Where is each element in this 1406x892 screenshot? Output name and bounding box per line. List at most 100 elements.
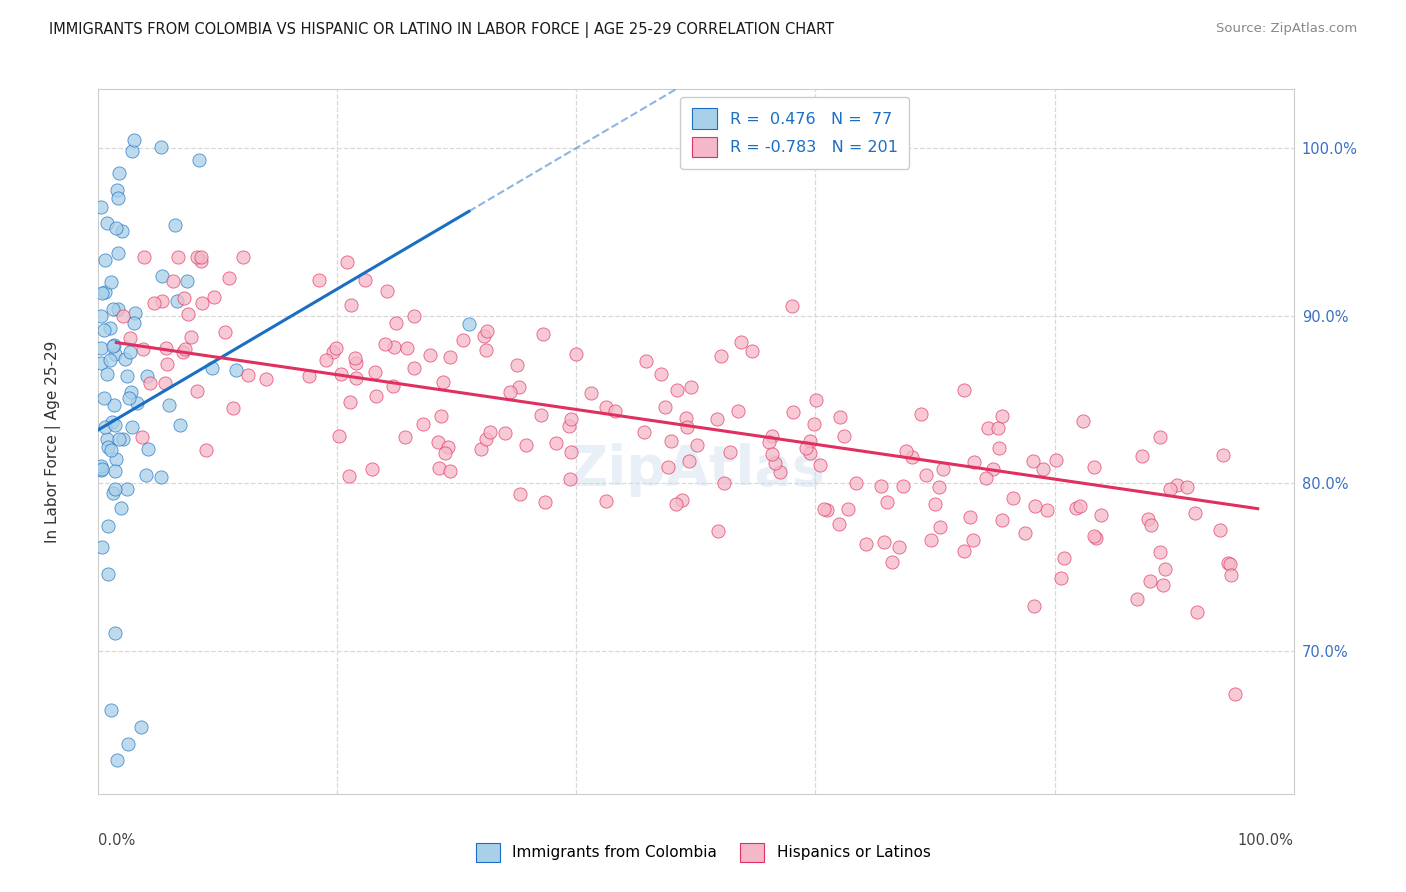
Point [155,376,177,390]
Point [509,487,531,501]
Point [329,367,352,381]
Point [928,519,950,533]
Point [394,430,416,444]
Point [844,475,866,490]
Point [122,132,145,146]
Point [813,501,835,516]
Point [354,273,377,287]
Point [1085,531,1108,545]
Point [478,425,501,439]
Point [167,250,190,264]
Point [328,428,350,442]
Point [381,379,404,393]
Point [560,445,582,459]
Point [988,442,1011,456]
Text: ZipAtlas: ZipAtlas [567,442,825,497]
Point [412,417,434,431]
Point [110,501,132,516]
Point [169,417,191,432]
Point [111,309,134,323]
Point [953,383,976,397]
Point [395,341,418,355]
Point [796,441,818,455]
Point [202,289,225,303]
Point [91,540,114,554]
Point [887,541,910,555]
Point [94,420,117,434]
Point [706,524,728,539]
Point [97,566,120,581]
Point [108,432,131,446]
Point [139,376,162,390]
Point [90,200,112,214]
Point [659,434,682,449]
Point [366,389,388,403]
Point [94,285,117,299]
Point [595,400,617,414]
Point [880,555,903,569]
Point [439,350,461,364]
Point [900,450,922,464]
Point [122,316,145,330]
Point [1071,414,1094,428]
Point [799,434,821,449]
Point [782,405,804,419]
Text: Source: ZipAtlas.com: Source: ZipAtlas.com [1216,22,1357,36]
Point [190,253,212,268]
Point [1021,454,1043,468]
Point [666,383,689,397]
Point [987,421,1010,435]
Point [150,140,173,154]
Point [150,268,173,283]
Point [336,254,359,268]
Point [232,250,254,264]
Point [105,451,128,466]
Point [650,368,672,382]
Point [1152,578,1174,592]
Point [803,417,825,431]
Point [120,385,142,400]
Point [439,464,461,478]
Point [974,471,997,485]
Point [1045,453,1067,467]
Point [782,299,804,313]
Point [1149,545,1171,559]
Point [107,191,129,205]
Point [157,398,180,412]
Point [117,737,139,751]
Point [475,432,498,446]
Point [107,246,129,260]
Point [977,421,1000,435]
Point [322,344,344,359]
Point [104,482,127,496]
Point [105,183,128,197]
Point [107,302,129,317]
Point [605,403,627,417]
Point [97,519,120,533]
Point [679,380,702,394]
Point [855,537,877,551]
Point [873,535,896,549]
Point [665,497,688,511]
Point [97,440,120,454]
Point [817,503,839,517]
Point [1139,574,1161,589]
Point [419,348,441,362]
Point [706,412,728,426]
Point [404,361,426,376]
Point [111,432,134,446]
Point [437,440,460,454]
Point [870,479,893,493]
Point [131,430,153,444]
Point [1083,460,1105,475]
Point [135,468,157,483]
Point [1187,606,1209,620]
Point [799,446,821,460]
Point [186,384,208,398]
Point [96,216,118,230]
Point [172,345,194,359]
Point [758,434,780,449]
Point [103,464,125,478]
Point [374,336,396,351]
Point [375,284,398,298]
